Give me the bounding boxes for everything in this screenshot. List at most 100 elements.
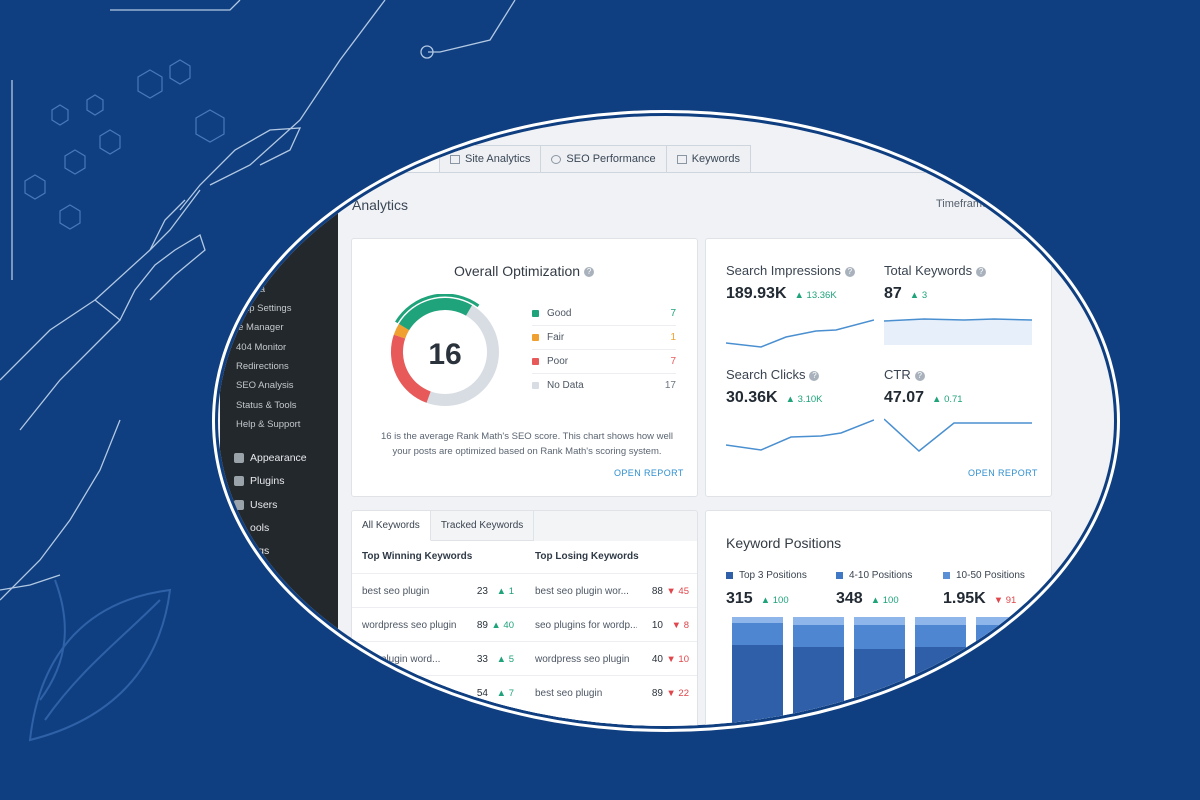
plug-icon (234, 476, 244, 486)
ellipse-frame (212, 110, 1120, 732)
user-icon (234, 500, 244, 510)
legend-4-10: 4-10 Positions (836, 570, 912, 581)
bar-group (915, 617, 966, 726)
open-report-link[interactable]: OPEN REPORT (614, 468, 684, 478)
bar-group (793, 617, 844, 726)
timeframe-selector[interactable]: Timeframe (936, 198, 989, 210)
winning-row[interactable]: seo plugin word... 33 ▲ 5 (352, 641, 535, 676)
score-donut-chart: 16 (390, 294, 499, 406)
fair-swatch (532, 333, 539, 341)
help-icon[interactable]: ? (809, 370, 820, 381)
search-impressions-label: Search Impressions? (726, 263, 855, 278)
change-up: ▲ 3 (909, 290, 928, 301)
legend-top3: Top 3 Positions (726, 570, 807, 581)
sidebar-item-settings[interactable]: ings (234, 545, 269, 557)
change-up: ▲ 13.36K (794, 290, 837, 301)
screenshot-viewport: Site Analytics SEO Performance Keywords … (218, 116, 1114, 726)
winning-row[interactable]: 54 ▲ 7 (352, 675, 535, 710)
tab-keywords[interactable]: Keywords (665, 145, 751, 172)
tab-tracked-keywords[interactable]: Tracked Keywords (430, 511, 535, 541)
top3-swatch (726, 572, 733, 579)
settings-icon (234, 546, 244, 556)
ctr-label: CTR? (884, 367, 925, 382)
losing-row[interactable]: seo plugins for wordp... 10 ▼ 8 (525, 607, 697, 642)
open-report-link[interactable]: OPEN REPORT (968, 468, 1038, 478)
donut-good-highlight (395, 294, 480, 324)
legend-no-data: No Data 17 (532, 373, 676, 397)
keywords-card: All Keywords Tracked Keywords Top Winnin… (351, 510, 698, 726)
help-icon[interactable]: ? (844, 266, 855, 277)
bar-chart-icon (450, 154, 460, 164)
donut-segment-fair (393, 323, 410, 339)
score-value: 16 (428, 338, 461, 371)
donut-segment-poor (390, 334, 431, 403)
overall-optimization-card: Overall Optimization? 16 Good 7 Fair 1 Poo… (351, 238, 698, 497)
search-clicks-value: 30.36K ▲ 3.10K (726, 389, 823, 406)
sidebar-item-users[interactable]: Users (234, 499, 277, 511)
search-metrics-card: Search Impressions? 189.93K ▲ 13.36K Tota… (705, 238, 1052, 497)
winning-keywords-heading: Top Winning Keywords (362, 551, 473, 562)
winning-row[interactable]: wordpress seo plugin 89 ▲ 40 (352, 607, 535, 642)
sidebar-item-status-tools[interactable]: Status & Tools (236, 400, 297, 411)
4-10-swatch (836, 572, 843, 579)
optimization-description: 16 is the average Rank Math's SEO score.… (380, 431, 674, 457)
tab-all-keywords[interactable]: All Keywords (352, 511, 431, 541)
total-keywords-label: Total Keywords? (884, 263, 987, 278)
clicks-sparkline (726, 419, 874, 451)
top3-value: 315 ▲ 100 (726, 590, 789, 607)
impressions-sparkline (726, 319, 874, 348)
positions-stacked-bars (732, 617, 1027, 726)
help-icon[interactable]: ? (914, 370, 925, 381)
sidebar-item-appearance[interactable]: Appearance (234, 452, 307, 464)
help-icon[interactable]: ? (584, 267, 595, 278)
losing-row[interactable]: best seo plugin wor... 88 ▼ 45 (525, 573, 697, 608)
sidebar-item-sitemap-settings[interactable]: map Settings (236, 303, 292, 314)
tab-site-analytics[interactable]: Site Analytics (439, 145, 542, 172)
keywords-tabs: All Keywords Tracked Keywords (352, 511, 535, 541)
analytics-tabs: Site Analytics SEO Performance Keywords (340, 145, 751, 173)
collapse-icon (234, 568, 244, 579)
losing-row[interactable]: best seo plugin 89 ▼ 22 (525, 675, 697, 710)
10-50-value: 1.95K ▼ 91 (943, 590, 1017, 607)
bar-group (854, 617, 905, 726)
wp-admin-sidebar: ettings h Meta map Settings le Manager 4… (220, 175, 338, 726)
sidebar-collapse-menu[interactable]: menu (234, 568, 274, 579)
keyword-positions-card: Keyword Positions Top 3 Positions 4-10 P… (705, 510, 1052, 726)
losing-keywords-heading: Top Losing Keywords (535, 551, 639, 562)
tab-divider (340, 172, 1100, 173)
sidebar-item-redirections[interactable]: Redirections (236, 361, 289, 372)
card-title: Keyword Positions (726, 535, 842, 551)
sidebar-item-plugins[interactable]: Plugins (234, 475, 284, 487)
keywords-panel (352, 541, 697, 726)
eye-icon (551, 154, 562, 164)
sidebar-item-help-support[interactable]: Help & Support (236, 419, 301, 430)
page-title: Analytics (352, 197, 409, 213)
losing-row[interactable]: wordpress seo plugin 40 ▼ 10 (525, 641, 697, 676)
donut-segment-good (398, 298, 472, 331)
sidebar-item-tools[interactable]: ools (234, 522, 269, 534)
bar-group (976, 617, 1027, 726)
winning-row[interactable]: best seo plugin 23 ▲ 1 (352, 573, 535, 608)
search-impressions-value: 189.93K ▲ 13.36K (726, 285, 837, 302)
sidebar-item-titles-meta[interactable]: h Meta (236, 284, 266, 295)
4-10-value: 348 ▲ 100 (836, 590, 899, 607)
tab-seo-performance[interactable]: SEO Performance (540, 145, 667, 172)
change-up: ▲ 3.10K (785, 394, 823, 405)
sidebar-item-general-settings[interactable]: ettings (236, 265, 264, 276)
no-data-swatch (532, 381, 539, 389)
card-title: Overall Optimization? (454, 263, 595, 279)
legend-fair: Fair 1 (532, 325, 676, 350)
sidebar-item-role-manager[interactable]: le Manager (236, 322, 284, 333)
ctr-sparkline (884, 418, 1032, 452)
change-up: ▲ 0.71 (932, 394, 963, 405)
poor-swatch (532, 357, 539, 365)
total-keywords-value: 87 ▲ 3 (884, 285, 928, 302)
keywords-sparkline (884, 318, 1032, 345)
bar-group (732, 617, 783, 726)
help-icon[interactable]: ? (976, 266, 987, 277)
sidebar-item-seo-analysis[interactable]: SEO Analysis (236, 380, 294, 391)
sidebar-item-404-monitor[interactable]: 404 Monitor (236, 342, 287, 353)
tab-dashboard[interactable] (340, 145, 440, 172)
legend-good: Good 7 (532, 301, 676, 326)
